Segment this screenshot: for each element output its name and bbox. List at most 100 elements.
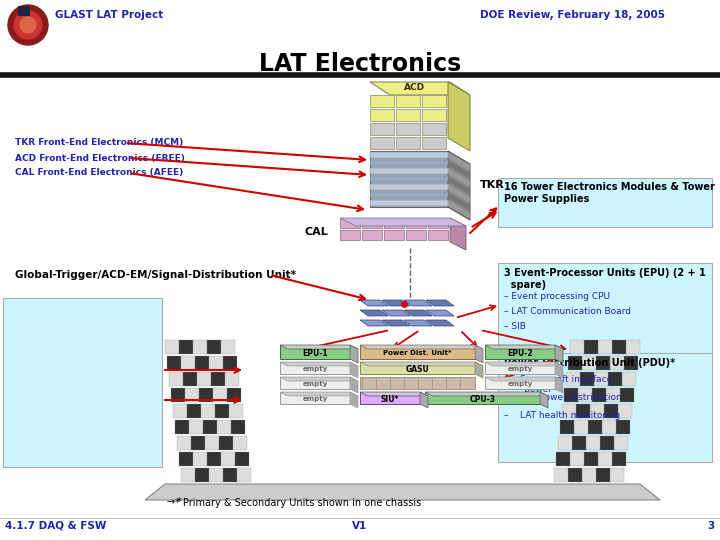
Polygon shape — [227, 388, 241, 402]
Polygon shape — [582, 356, 596, 370]
Text: – Event processing CPU: – Event processing CPU — [504, 292, 610, 301]
Polygon shape — [370, 152, 448, 158]
Polygon shape — [620, 388, 634, 402]
Polygon shape — [223, 356, 237, 370]
Polygon shape — [225, 372, 239, 386]
Polygon shape — [280, 392, 358, 396]
Polygon shape — [598, 340, 612, 354]
Polygon shape — [580, 372, 594, 386]
Polygon shape — [370, 109, 394, 121]
FancyBboxPatch shape — [498, 178, 712, 227]
Polygon shape — [396, 109, 420, 121]
Circle shape — [14, 11, 42, 39]
Polygon shape — [179, 340, 193, 354]
Text: ACD: ACD — [405, 83, 426, 91]
Polygon shape — [448, 176, 470, 195]
Polygon shape — [193, 340, 207, 354]
Polygon shape — [584, 452, 598, 466]
Polygon shape — [448, 168, 470, 187]
Text: ACD Front-End Electronics (FREE): ACD Front-End Electronics (FREE) — [15, 153, 185, 163]
Text: $\rightarrow$*: $\rightarrow$* — [165, 496, 184, 506]
Polygon shape — [195, 356, 209, 370]
Polygon shape — [280, 362, 350, 374]
Polygon shape — [396, 123, 420, 135]
Polygon shape — [420, 392, 428, 408]
Polygon shape — [370, 176, 448, 182]
Polygon shape — [570, 340, 584, 354]
Text: Spacecraft Interface
   Units (SIU)*: Spacecraft Interface Units (SIU)* — [8, 302, 129, 323]
Polygon shape — [167, 356, 181, 370]
Polygon shape — [566, 372, 580, 386]
Polygon shape — [173, 404, 187, 418]
Polygon shape — [340, 230, 360, 240]
Polygon shape — [610, 356, 624, 370]
Polygon shape — [568, 468, 582, 482]
Polygon shape — [221, 340, 235, 354]
Polygon shape — [600, 436, 614, 450]
Text: 16 Tower Electronics Modules & Tower
Power Supplies: 16 Tower Electronics Modules & Tower Pow… — [504, 182, 715, 204]
Polygon shape — [382, 320, 410, 326]
Text: 3: 3 — [708, 521, 715, 531]
Polygon shape — [360, 362, 483, 366]
Polygon shape — [485, 362, 563, 366]
Polygon shape — [448, 200, 470, 219]
Polygon shape — [193, 452, 207, 466]
Polygon shape — [475, 345, 483, 363]
Text: –    LAT health monitoring: – LAT health monitoring — [504, 411, 620, 420]
Polygon shape — [370, 192, 448, 198]
Polygon shape — [382, 300, 410, 306]
Polygon shape — [235, 452, 249, 466]
Text: TKR: TKR — [480, 180, 505, 190]
Polygon shape — [404, 310, 432, 316]
Polygon shape — [280, 345, 358, 349]
Polygon shape — [340, 218, 360, 228]
Polygon shape — [219, 436, 233, 450]
Polygon shape — [406, 230, 426, 240]
Polygon shape — [560, 420, 574, 434]
Polygon shape — [185, 388, 199, 402]
Polygon shape — [205, 436, 219, 450]
Polygon shape — [145, 484, 660, 500]
Polygon shape — [370, 184, 448, 190]
Polygon shape — [197, 372, 211, 386]
Polygon shape — [602, 420, 616, 434]
Text: empty: empty — [508, 366, 533, 372]
Polygon shape — [485, 377, 555, 389]
Text: SIU*: SIU* — [381, 395, 399, 403]
Polygon shape — [598, 452, 612, 466]
Polygon shape — [610, 468, 624, 482]
Polygon shape — [582, 468, 596, 482]
Polygon shape — [404, 300, 432, 306]
Polygon shape — [558, 436, 572, 450]
FancyBboxPatch shape — [18, 6, 30, 16]
Polygon shape — [382, 310, 410, 316]
Polygon shape — [475, 362, 483, 378]
Text: TKR Front-End Electronics (MCM): TKR Front-End Electronics (MCM) — [15, 138, 184, 147]
Polygon shape — [370, 151, 448, 207]
Polygon shape — [594, 372, 608, 386]
Polygon shape — [370, 82, 470, 95]
Polygon shape — [201, 404, 215, 418]
Polygon shape — [592, 388, 606, 402]
Polygon shape — [448, 151, 470, 220]
Polygon shape — [596, 356, 610, 370]
Polygon shape — [177, 436, 191, 450]
Polygon shape — [612, 340, 626, 354]
Polygon shape — [360, 392, 420, 404]
Polygon shape — [360, 320, 388, 326]
Text: Power-Distribution Unit (PDU)*: Power-Distribution Unit (PDU)* — [504, 358, 675, 368]
Polygon shape — [189, 420, 203, 434]
Text: –    Spacecraft interface,
       power: – Spacecraft interface, power — [504, 375, 615, 394]
Text: CPU-3: CPU-3 — [469, 395, 495, 403]
Polygon shape — [169, 372, 183, 386]
Polygon shape — [350, 345, 358, 363]
Polygon shape — [396, 137, 420, 149]
Polygon shape — [614, 436, 628, 450]
Polygon shape — [280, 377, 350, 389]
Polygon shape — [428, 230, 448, 240]
Text: Power Dist. Unit*: Power Dist. Unit* — [383, 350, 452, 356]
Polygon shape — [555, 345, 563, 363]
Polygon shape — [608, 372, 622, 386]
Polygon shape — [350, 377, 358, 393]
Polygon shape — [209, 356, 223, 370]
